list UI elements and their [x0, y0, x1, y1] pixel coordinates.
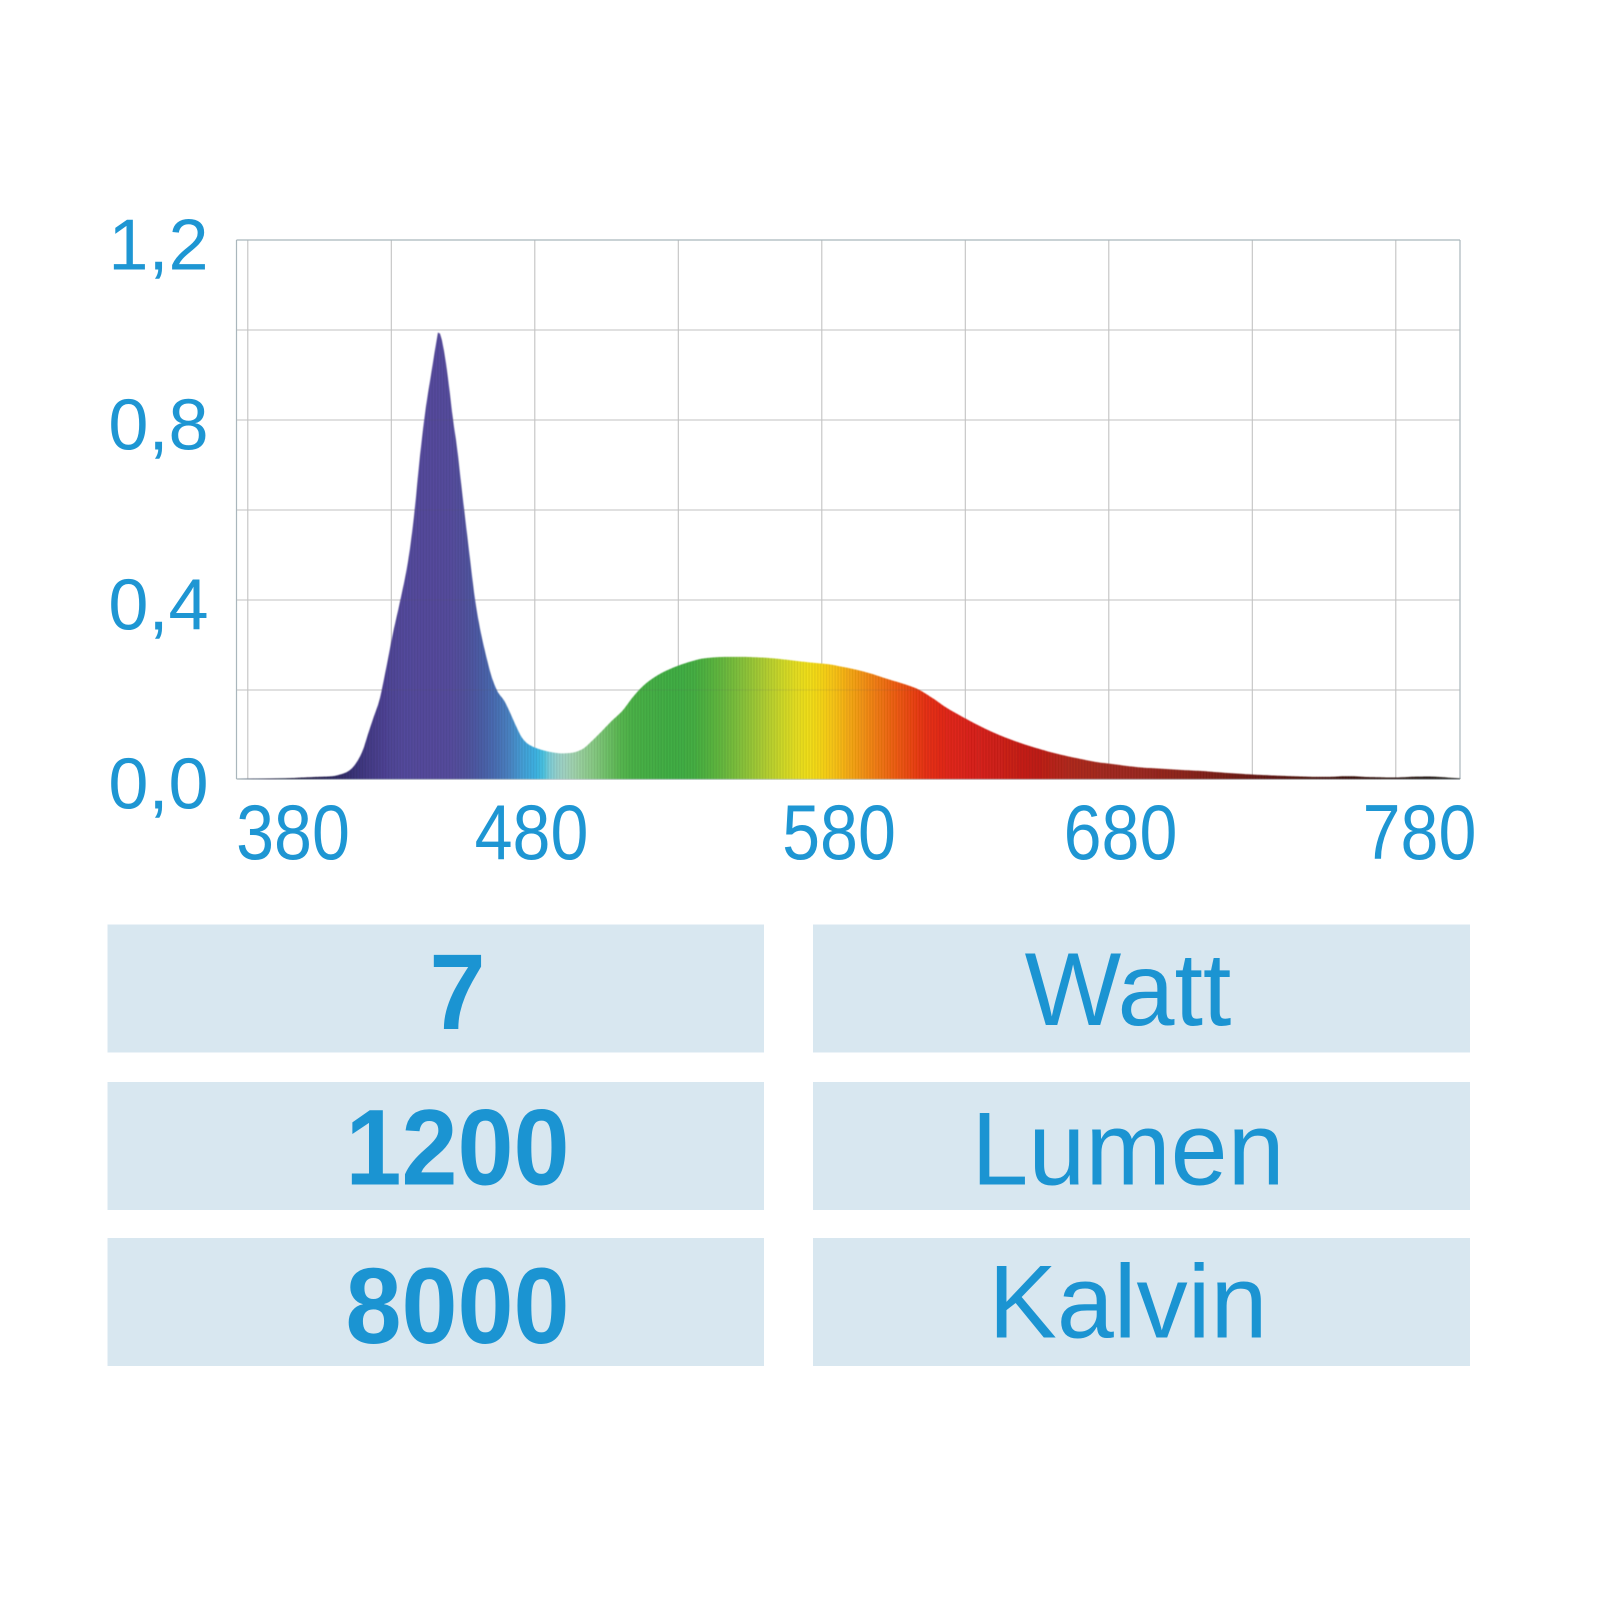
- svg-text:680: 680: [1064, 789, 1178, 876]
- svg-text:Lumen: Lumen: [971, 1091, 1284, 1207]
- svg-text:Watt: Watt: [1025, 931, 1232, 1047]
- svg-text:580: 580: [782, 789, 896, 876]
- svg-text:480: 480: [475, 789, 589, 876]
- svg-text:7: 7: [430, 932, 486, 1053]
- svg-text:380: 380: [236, 789, 350, 876]
- svg-text:1,2: 1,2: [108, 206, 208, 286]
- svg-text:0,8: 0,8: [108, 386, 208, 466]
- svg-text:8000: 8000: [346, 1246, 570, 1367]
- svg-text:0,4: 0,4: [108, 566, 208, 646]
- svg-text:780: 780: [1363, 789, 1477, 876]
- svg-text:Kalvin: Kalvin: [988, 1244, 1267, 1360]
- svg-text:0,0: 0,0: [108, 745, 208, 825]
- svg-text:1200: 1200: [346, 1087, 570, 1208]
